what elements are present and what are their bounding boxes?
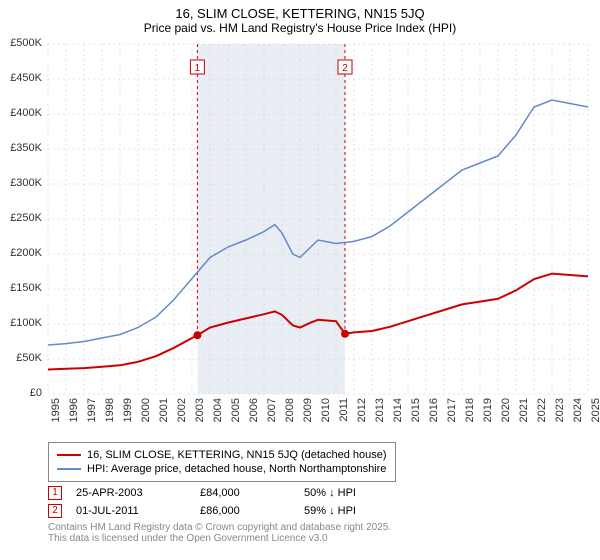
legend-row: HPI: Average price, detached house, Nort…	[57, 463, 387, 475]
x-tick-label: 1997	[86, 398, 98, 428]
transaction-row: 201-JUL-2011£86,00059% ↓ HPI	[48, 504, 404, 518]
y-tick-label: £250K	[2, 212, 42, 224]
x-tick-label: 1998	[104, 398, 116, 428]
attribution: Contains HM Land Registry data © Crown c…	[48, 522, 391, 544]
x-tick-label: 2019	[482, 398, 494, 428]
x-tick-label: 2021	[518, 398, 530, 428]
x-tick-label: 2014	[392, 398, 404, 428]
x-tick-label: 2020	[500, 398, 512, 428]
x-tick-label: 2001	[158, 398, 170, 428]
svg-text:1: 1	[195, 63, 201, 74]
x-tick-label: 2013	[374, 398, 386, 428]
y-tick-label: £200K	[2, 247, 42, 259]
y-tick-label: £450K	[2, 72, 42, 84]
x-tick-label: 2004	[212, 398, 224, 428]
x-tick-label: 2017	[446, 398, 458, 428]
x-tick-label: 1995	[50, 398, 62, 428]
x-tick-label: 2015	[410, 398, 422, 428]
x-tick-label: 2016	[428, 398, 440, 428]
legend-row: 16, SLIM CLOSE, KETTERING, NN15 5JQ (det…	[57, 449, 387, 461]
y-tick-label: £0	[2, 387, 42, 399]
x-tick-label: 1996	[68, 398, 80, 428]
svg-text:2: 2	[342, 63, 348, 74]
transaction-row: 125-APR-2003£84,00050% ↓ HPI	[48, 486, 404, 500]
y-tick-label: £150K	[2, 282, 42, 294]
y-tick-label: £100K	[2, 317, 42, 329]
x-tick-label: 2003	[194, 398, 206, 428]
x-tick-label: 2025	[590, 398, 600, 428]
y-tick-label: £300K	[2, 177, 42, 189]
x-tick-label: 2010	[320, 398, 332, 428]
x-tick-label: 2007	[266, 398, 278, 428]
x-tick-label: 2024	[572, 398, 584, 428]
line-chart: 12	[0, 0, 600, 420]
y-tick-label: £350K	[2, 142, 42, 154]
x-tick-label: 2011	[338, 398, 350, 428]
x-tick-label: 2002	[176, 398, 188, 428]
x-tick-label: 2018	[464, 398, 476, 428]
y-tick-label: £500K	[2, 37, 42, 49]
x-tick-label: 2000	[140, 398, 152, 428]
x-tick-label: 2008	[284, 398, 296, 428]
x-tick-label: 2023	[554, 398, 566, 428]
x-tick-label: 2005	[230, 398, 242, 428]
x-tick-label: 2009	[302, 398, 314, 428]
x-tick-label: 2006	[248, 398, 260, 428]
x-tick-label: 1999	[122, 398, 134, 428]
x-tick-label: 2012	[356, 398, 368, 428]
y-tick-label: £400K	[2, 107, 42, 119]
legend: 16, SLIM CLOSE, KETTERING, NN15 5JQ (det…	[48, 442, 396, 482]
y-tick-label: £50K	[2, 352, 42, 364]
x-tick-label: 2022	[536, 398, 548, 428]
